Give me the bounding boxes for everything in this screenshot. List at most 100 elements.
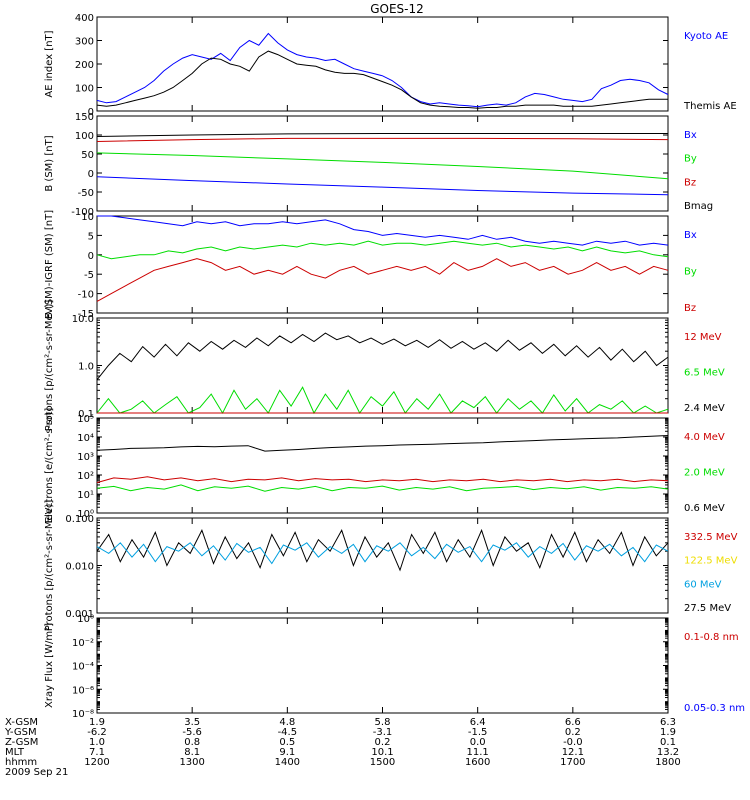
y-tick-label: 100 bbox=[75, 84, 94, 95]
y-axis-label: AE index [nT] bbox=[44, 30, 55, 97]
ephemeris-value: 6.6 bbox=[565, 717, 581, 728]
panel-2: 150 100 50 0 -50 -100 B (SM) [nT] Bx By Bz Bmag bbox=[44, 112, 713, 218]
y-tick-label: 0.001 bbox=[65, 609, 94, 620]
y-tick-label: 10⁻⁴ bbox=[72, 662, 94, 673]
series-line-by bbox=[96, 152, 669, 180]
ephemeris-value: 1.9 bbox=[660, 727, 676, 738]
y-tick-label: 10⁵ bbox=[77, 414, 94, 425]
series-line-themis-ae bbox=[96, 50, 668, 109]
ephemeris-value: -6.2 bbox=[87, 727, 107, 738]
ephemeris-label: Z-GSM bbox=[5, 737, 38, 748]
ephemeris-label: MLT bbox=[5, 747, 25, 758]
legend-entry: Bx bbox=[684, 130, 697, 141]
ephemeris-label: X-GSM bbox=[5, 717, 38, 728]
ephemeris-value: 7.1 bbox=[89, 747, 105, 758]
panel-6: 0.100 0.010 0.001 Protons [p/(cm²-s-sr-MeV)… bbox=[44, 500, 738, 632]
legend-entry: 122.5 MeV bbox=[684, 556, 738, 567]
legend-entry: Themis AE bbox=[683, 101, 737, 112]
series-line-bz bbox=[96, 258, 669, 302]
legend-entry: 6.5 MeV bbox=[684, 368, 725, 379]
legend-entry: By bbox=[684, 154, 697, 165]
y-tick-label: 10⁻² bbox=[72, 638, 94, 649]
y-axis-label: Protons [p/(cm²-s-sr-MeV)] bbox=[44, 500, 55, 632]
ephemeris-value: 4.8 bbox=[279, 717, 295, 728]
ephemeris-table: X-GSM 1.9 3.5 4.8 5.8 6.4 6.6 6.3 Y-GSM -6.2 -5.6 -… bbox=[4, 717, 681, 778]
panel-3: 10 5 0 -5 -10 -15 B (SM)-IGRF (SM) [nT] Bx By Bz bbox=[44, 210, 697, 320]
ephemeris-value: -4.5 bbox=[278, 727, 298, 738]
y-axis-label: Protons [p/(cm²-s-sr-MeV)] bbox=[44, 300, 55, 432]
y-tick-label: 10⁴ bbox=[77, 433, 94, 444]
y-tick-label: 0.010 bbox=[65, 562, 94, 573]
ephemeris-value: 0.5 bbox=[279, 737, 295, 748]
y-tick-label: 100 bbox=[75, 131, 94, 142]
ephemeris-value: 0.1 bbox=[660, 737, 676, 748]
ephemeris-value: 5.8 bbox=[375, 717, 391, 728]
series-line-by bbox=[96, 240, 669, 260]
legend-entry: 12 MeV bbox=[684, 332, 722, 343]
y-tick-label: 0 bbox=[88, 169, 94, 180]
ephemeris-value: 6.4 bbox=[470, 717, 486, 728]
y-tick-label: 300 bbox=[75, 37, 94, 48]
y-tick-label: 10 bbox=[81, 212, 94, 223]
y-tick-label: 10¹ bbox=[77, 490, 94, 501]
series-line-bz bbox=[96, 137, 669, 142]
series-line-27-5-mev bbox=[96, 528, 669, 572]
series-line-2-4-mev bbox=[96, 332, 669, 381]
ephemeris-value: 3.5 bbox=[184, 717, 200, 728]
ephemeris-value: 0.0 bbox=[470, 737, 486, 748]
y-tick-label: 200 bbox=[75, 60, 94, 71]
ephemeris-value: 1800 bbox=[655, 757, 680, 768]
legend-entry: Kyoto AE bbox=[684, 31, 728, 42]
panel-4: 10.0 1.0 0.1 Protons [p/(cm²-s-sr-MeV)] 12 M… bbox=[44, 300, 725, 432]
y-tick-label: 0.1 bbox=[78, 409, 94, 420]
legend-entry: 4.0 MeV bbox=[684, 432, 725, 443]
panel-frame bbox=[96, 16, 669, 112]
y-tick-label: -5 bbox=[84, 270, 94, 281]
ephemeris-value: 0.2 bbox=[375, 737, 391, 748]
chart-title: GOES-12 bbox=[370, 2, 424, 16]
y-tick-label: 0 bbox=[88, 251, 94, 262]
ephemeris-value: 0.8 bbox=[184, 737, 200, 748]
y-tick-label: -10 bbox=[78, 290, 94, 301]
y-tick-label: 10.0 bbox=[72, 314, 94, 325]
series-line-2-0-mev bbox=[96, 484, 669, 492]
legend-entry: 2.4 MeV bbox=[684, 403, 725, 414]
ephemeris-label: Y-GSM bbox=[4, 727, 37, 738]
series-line-kyoto-ae bbox=[96, 32, 669, 108]
ephemeris-value: 9.1 bbox=[279, 747, 295, 758]
series-line-60-mev bbox=[96, 542, 669, 565]
legend-entry: 0.05-0.3 nm bbox=[684, 703, 745, 714]
ephemeris-value: 1600 bbox=[465, 757, 490, 768]
y-tick-label: -15 bbox=[78, 309, 94, 320]
y-tick-label: 10⁰ bbox=[77, 509, 94, 520]
panel-frame bbox=[96, 317, 669, 414]
ephemeris-value: 1.9 bbox=[89, 717, 105, 728]
ephemeris-value: 1300 bbox=[179, 757, 204, 768]
ephemeris-value: 1500 bbox=[370, 757, 395, 768]
series-line-4-0-mev bbox=[96, 476, 669, 484]
legend-entry: 0.6 MeV bbox=[684, 503, 725, 514]
ephemeris-label: hhmm bbox=[5, 757, 37, 768]
legend-entry: 27.5 MeV bbox=[684, 603, 731, 614]
ephemeris-date: 2009 Sep 21 bbox=[5, 767, 68, 778]
series-line-0-6-mev bbox=[96, 435, 669, 452]
ephemeris-value: 0.2 bbox=[565, 727, 581, 738]
ephemeris-value: 13.2 bbox=[657, 747, 679, 758]
legend-entry: 2.0 MeV bbox=[684, 468, 725, 479]
legend-entry: By bbox=[684, 267, 697, 278]
legend-entry: Bz bbox=[684, 177, 696, 188]
y-tick-label: 1.0 bbox=[78, 362, 94, 373]
y-axis-label: B (SM) [nT] bbox=[44, 135, 55, 191]
ephemeris-value: -0.0 bbox=[563, 737, 583, 748]
y-tick-label: 10⁻⁸ bbox=[72, 709, 94, 720]
ephemeris-value: 1200 bbox=[84, 757, 109, 768]
panel-frame bbox=[96, 517, 669, 614]
y-tick-label: 50 bbox=[81, 150, 94, 161]
y-tick-label: 10⁻⁶ bbox=[72, 685, 94, 696]
ephemeris-value: 12.1 bbox=[562, 747, 584, 758]
panel-frame bbox=[96, 417, 669, 514]
legend-entry: 332.5 MeV bbox=[684, 532, 738, 543]
ephemeris-value: 8.1 bbox=[184, 747, 200, 758]
